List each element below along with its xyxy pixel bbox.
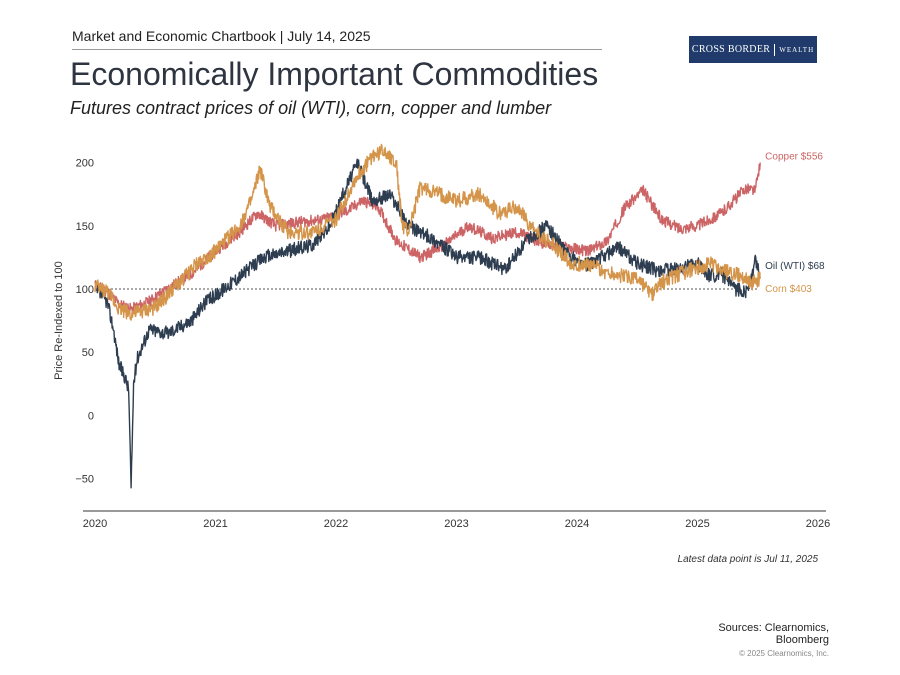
y-tick-label: −50 bbox=[75, 473, 94, 485]
y-tick-label: 50 bbox=[82, 347, 94, 359]
x-tick-label: 2023 bbox=[444, 518, 468, 530]
logo-brand-text: CROSS BORDER bbox=[691, 44, 771, 55]
latest-data-note: Latest data point is Jul 11, 2025 bbox=[677, 554, 818, 565]
y-tick-label: 100 bbox=[76, 284, 94, 296]
series-label-oil: Oil (WTI) $68 bbox=[765, 261, 825, 272]
series-line-corn bbox=[94, 143, 761, 321]
page-subtitle: Futures contract prices of oil (WTI), co… bbox=[70, 98, 552, 118]
y-tick-label: 150 bbox=[76, 221, 94, 233]
y-tick-label: 200 bbox=[76, 158, 94, 170]
series-label-copper: Copper $556 bbox=[765, 152, 823, 163]
sources-line-1: Sources: Clearnomics, bbox=[718, 622, 829, 634]
x-tick-label: 2026 bbox=[806, 518, 830, 530]
x-tick-label: 2021 bbox=[203, 518, 227, 530]
series-label-corn: Corn $403 bbox=[765, 284, 812, 295]
x-tick-label: 2024 bbox=[565, 518, 589, 530]
x-tick-label: 2020 bbox=[83, 518, 107, 530]
chartbook-header: Market and Economic Chartbook | July 14,… bbox=[72, 28, 371, 44]
y-axis-label: Price Re-Indexed to 100 bbox=[53, 261, 65, 380]
series-line-oil bbox=[94, 158, 761, 489]
y-tick-label: 0 bbox=[88, 410, 94, 422]
copyright: © 2025 Clearnomics, Inc. bbox=[739, 649, 829, 658]
x-tick-label: 2022 bbox=[324, 518, 348, 530]
sources-line-2: Bloomberg bbox=[775, 634, 829, 646]
x-tick-label: 2025 bbox=[685, 518, 709, 530]
logo-brand-text-secondary: WEALTH bbox=[779, 45, 815, 54]
brand-logo: CROSS BORDER WEALTH bbox=[689, 36, 817, 63]
logo-separator bbox=[774, 43, 776, 56]
page-title: Economically Important Commodities bbox=[70, 56, 599, 92]
header-divider bbox=[72, 49, 602, 50]
sources: Sources: Clearnomics, Bloomberg bbox=[718, 622, 829, 646]
